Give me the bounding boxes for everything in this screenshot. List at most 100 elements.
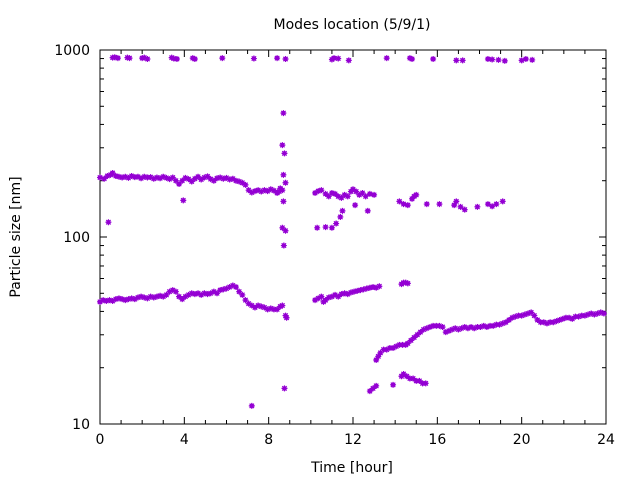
data-point	[515, 312, 522, 319]
data-point	[433, 322, 440, 329]
data-point	[180, 197, 187, 204]
y-tick-label: 100	[63, 230, 90, 246]
data-point	[501, 57, 508, 64]
data-point	[386, 344, 393, 351]
data-point	[191, 56, 198, 63]
x-axis: 0 4 8 12 16 20 24	[96, 50, 615, 448]
data-point	[242, 181, 249, 188]
x-tick-label: 4	[180, 432, 189, 448]
data-point	[459, 57, 466, 64]
data-point	[506, 316, 513, 323]
data-point	[522, 56, 529, 63]
data-point	[350, 186, 356, 193]
data-point	[279, 187, 286, 194]
data-point	[534, 316, 541, 323]
y-tick-label: 10	[72, 417, 90, 433]
data-point	[529, 56, 536, 63]
data-point	[279, 302, 286, 309]
data-point	[373, 356, 380, 363]
data-point	[404, 202, 411, 209]
data-point	[345, 57, 352, 64]
data-point	[261, 304, 268, 311]
data-point	[322, 224, 329, 231]
data-point	[569, 315, 576, 322]
data-point	[242, 297, 249, 304]
data-point	[380, 346, 387, 353]
data-point	[172, 288, 179, 295]
data-point	[281, 150, 288, 157]
y-tick-label: 1000	[54, 43, 90, 59]
data-point	[144, 56, 151, 63]
data-point	[493, 201, 500, 208]
data-point	[232, 284, 239, 291]
data-point	[282, 179, 289, 186]
data-point	[474, 324, 481, 331]
data-point	[219, 55, 226, 62]
x-tick-label: 12	[344, 432, 362, 448]
data-point	[453, 57, 460, 64]
data-point	[239, 179, 246, 186]
data-point	[173, 56, 180, 63]
data-points	[97, 54, 607, 409]
data-point	[371, 191, 378, 198]
data-point	[328, 224, 335, 231]
data-point	[518, 57, 525, 64]
data-point	[105, 219, 112, 226]
data-point	[502, 319, 509, 326]
data-point	[125, 174, 132, 181]
data-point	[283, 314, 290, 321]
data-point	[229, 175, 236, 182]
data-point	[274, 55, 281, 62]
data-point	[376, 283, 383, 290]
x-axis-label: Time [hour]	[310, 460, 393, 476]
data-point	[245, 300, 252, 307]
data-point	[282, 227, 289, 234]
data-point	[439, 324, 446, 331]
data-point	[335, 55, 342, 62]
data-point	[318, 293, 325, 300]
data-point	[396, 341, 403, 348]
data-point	[114, 55, 121, 62]
data-point	[191, 175, 198, 182]
data-point	[399, 341, 406, 348]
data-point	[251, 304, 258, 311]
data-point	[279, 142, 286, 149]
data-point	[312, 189, 319, 196]
data-point	[333, 220, 340, 227]
data-point	[364, 207, 371, 214]
data-point	[250, 55, 257, 62]
data-point	[404, 280, 411, 287]
data-point	[493, 321, 500, 328]
data-point	[400, 371, 407, 378]
data-point	[344, 193, 351, 200]
data-point	[126, 55, 133, 62]
data-point	[396, 198, 403, 205]
data-point	[248, 302, 255, 309]
x-tick-label: 0	[96, 432, 105, 448]
data-point	[578, 312, 585, 319]
data-point	[474, 203, 481, 210]
data-point	[280, 198, 287, 205]
data-point	[356, 191, 363, 198]
data-point	[314, 224, 321, 231]
data-point	[562, 314, 569, 321]
data-point	[451, 202, 458, 209]
data-point	[422, 380, 429, 387]
data-point	[337, 213, 344, 220]
data-point	[339, 207, 346, 214]
data-point	[572, 313, 579, 320]
data-point	[489, 203, 496, 210]
data-point	[352, 202, 359, 209]
x-tick-label: 16	[428, 432, 446, 448]
data-point	[400, 201, 407, 208]
data-point	[495, 56, 502, 63]
data-point	[373, 382, 380, 389]
data-point	[499, 198, 506, 205]
data-point	[318, 187, 325, 194]
data-point	[245, 187, 252, 194]
data-point	[487, 322, 494, 329]
data-point	[383, 55, 390, 62]
y-axis-label: Particle size [nm]	[8, 176, 24, 297]
data-point	[531, 312, 538, 319]
